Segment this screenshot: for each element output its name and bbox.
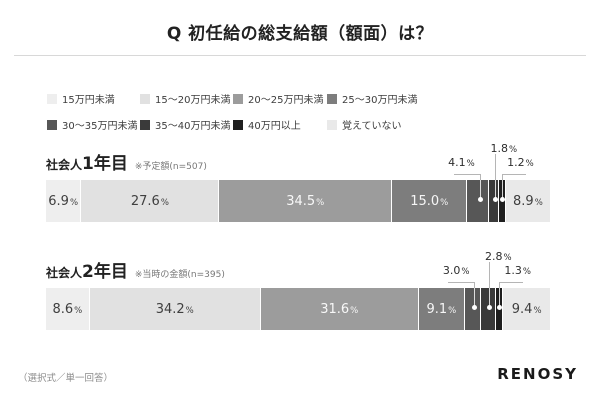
callout-label: 1.8% [490,142,518,155]
bar-segment: 34.5% [219,180,391,222]
segment-value: 9.4% [511,301,542,317]
bar-segment [467,180,488,222]
legend-item: 40万円以上 [233,117,327,132]
bar-segment [480,288,495,330]
segment-value: 27.6% [130,193,169,209]
callout-leader-line [489,262,491,288]
stacked-bar-year2: 8.6% 34.2% 31.6% 9.1% 9.4% [46,288,550,330]
callout-label: 1.2% [507,156,534,169]
row-label-note: ※当時の金額(n=395) [134,270,225,280]
legend-item: 覚えていない [327,117,562,132]
legend-label: 覚えていない [342,121,402,132]
legend-label: 40万円以上 [248,121,301,132]
legend-swatch [233,93,243,104]
bar-segment: 9.1% [418,288,464,330]
bar-segment [495,288,503,330]
bar-segment [464,288,480,330]
legend-swatch [47,93,57,104]
row-label-note: ※予定額(n=507) [134,162,207,172]
legend-item: 35～40万円未満 [140,117,233,132]
segment-value: 15.0% [410,193,449,209]
legend-swatch [327,119,337,130]
bar-segment: 27.6% [81,180,219,222]
stacked-bar-year1: 6.9% 27.6% 34.5% 15.0% 8.9% [46,180,551,222]
chart-title: Q 初任給の総支給額（額面）は？ [166,24,434,44]
bar-row-year2: 社会人 2年目 ※当時の金額(n=395) 8.6% 34.2% 31.6% 9.1% 9… [46,250,550,331]
bar-segment: 15.0% [391,180,467,222]
legend-swatch [140,119,150,130]
segment-value: 31.6% [320,301,359,317]
segment-value: 8.6% [52,301,83,317]
legend-label: 15万円未満 [62,95,115,106]
bar-segment: 6.9% [46,180,81,222]
segment-value: 8.9% [513,193,543,209]
legend-swatch [233,119,243,130]
legend-item: 20～25万円未満 [233,91,327,106]
legend-label: 30～35万円未満 [62,121,138,132]
legend-item: 15万円未満 [47,91,140,106]
bar-segment: 9.4% [503,288,550,330]
segment-value: 34.5% [286,193,325,209]
legend-swatch [327,93,337,104]
callout-label: 4.1% [448,156,475,169]
bar-segment: 31.6% [260,288,418,330]
row-label-prefix: 社会人 [46,266,83,280]
legend-swatch [47,119,57,130]
callout-label: 1.3% [504,264,531,277]
legend-label: 15～20万円未満 [155,95,231,106]
legend-item: 30～35万円未満 [47,117,140,132]
legend-item: 25～30万円未満 [327,91,562,106]
row-label-year1: 社会人 1年目 ※予定額(n=507) [46,149,207,174]
callout-leader-line [453,174,480,175]
row-label-prefix: 社会人 [46,158,83,172]
callout-leader-line [499,282,524,283]
bar-segment: 8.6% [46,288,89,330]
survey-method-note: （選択式／単一回答） [18,373,114,384]
legend-item: 15～20万円未満 [140,91,233,106]
legend-label: 35～40万円未満 [155,121,231,132]
bar-segment [488,180,498,222]
segment-value: 6.9% [48,193,79,209]
legend-swatch [140,93,150,104]
callout-leader-line [448,282,475,283]
row-label-main: 2年目 [82,262,128,282]
bar-row-year1: 社会人 1年目 ※予定額(n=507) 6.9% 27.6% 34.5% 15.0% 8.… [46,142,551,223]
legend-label: 25～30万円未満 [342,95,418,106]
callout-leader-line [502,174,527,175]
renosy-logo: RENOSY [497,365,578,383]
legend-label: 20～25万円未満 [248,95,324,106]
bar-segment [498,180,505,222]
row-label-main: 1年目 [82,154,128,174]
callout-label: 2.8% [485,250,512,263]
segment-value: 34.2% [155,301,194,317]
segment-value: 9.1% [426,301,457,317]
bar-segment: 8.9% [505,180,551,222]
callout-label: 3.0% [442,264,470,277]
legend: 15万円未満 15～20万円未満 20～25万円未満 25～30万円未満 30～35万円… [47,91,562,132]
callout-leader-line [494,154,496,180]
bar-segment: 34.2% [89,288,260,330]
row-label-year2: 社会人 2年目 ※当時の金額(n=395) [46,257,225,282]
title-divider [14,55,586,56]
